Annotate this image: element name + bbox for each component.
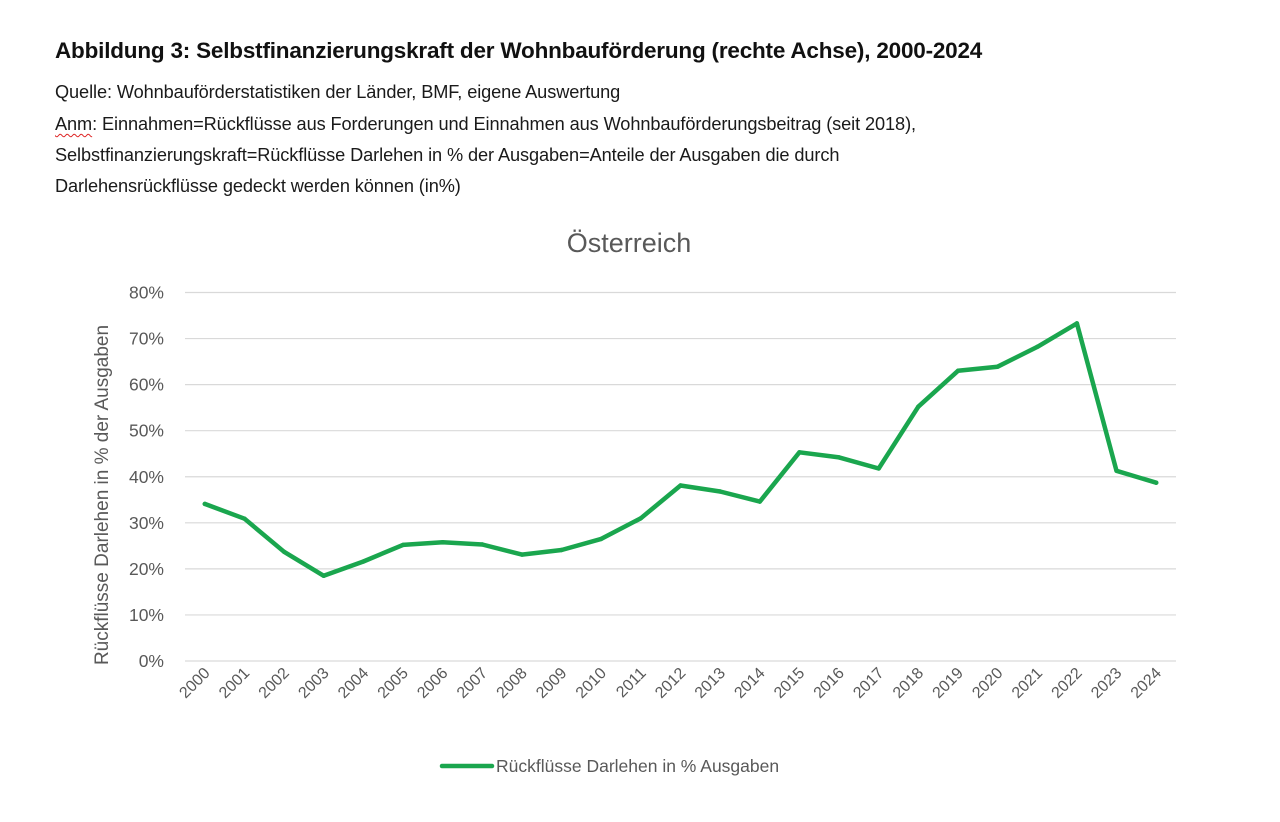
x-tick-label: 2008 bbox=[494, 665, 531, 702]
x-axis-ticks: 2000 2001 2002 2003 2004 2005 2006 2007 2008 2009… bbox=[176, 665, 1165, 702]
y-tick-label: 80% bbox=[129, 283, 164, 303]
y-tick-label: 10% bbox=[129, 605, 164, 625]
data-point bbox=[440, 539, 445, 545]
y-tick-label: 20% bbox=[129, 559, 164, 579]
legend-label: Rückflüsse Darlehen in % Ausgaben bbox=[496, 756, 779, 776]
data-point bbox=[797, 450, 802, 455]
data-point bbox=[400, 542, 406, 548]
x-tick-label: 2005 bbox=[375, 665, 412, 702]
data-point bbox=[242, 516, 247, 521]
x-tick-label: 2014 bbox=[731, 665, 768, 702]
data-point bbox=[678, 483, 683, 488]
gridlines bbox=[185, 291, 1176, 662]
x-tick-label: 2024 bbox=[1128, 665, 1165, 702]
x-tick-label: 2006 bbox=[414, 665, 451, 702]
data-point bbox=[1153, 480, 1159, 485]
data-point bbox=[836, 455, 842, 460]
data-point bbox=[559, 547, 564, 553]
data-point bbox=[281, 549, 287, 555]
x-tick-label: 2012 bbox=[652, 665, 689, 702]
x-tick-label: 2010 bbox=[573, 665, 610, 702]
figure-note-line-1: Anm: Einnahmen=Rückflüsse aus Forderunge… bbox=[55, 114, 916, 135]
x-tick-label: 2018 bbox=[890, 665, 927, 702]
data-point bbox=[717, 489, 723, 494]
x-tick-label: 2019 bbox=[930, 665, 967, 702]
series-group bbox=[202, 321, 1159, 579]
x-tick-label: 2023 bbox=[1088, 665, 1125, 702]
data-point bbox=[480, 542, 485, 547]
figure-note-line-3: Darlehensrückflüsse gedeckt werden könne… bbox=[55, 176, 461, 196]
x-tick-label: 2000 bbox=[176, 665, 213, 702]
x-tick-label: 2016 bbox=[811, 665, 848, 702]
x-tick-label: 2004 bbox=[335, 665, 372, 702]
x-tick-label: 2021 bbox=[1009, 665, 1046, 702]
y-axis-ticks: 0% 10% 20% 30% 40% 50% 60% 70% 80% bbox=[129, 283, 164, 672]
spellcheck-underlined-word: Anm bbox=[55, 114, 93, 134]
x-tick-label: 2011 bbox=[613, 665, 649, 701]
figure-note-line-1-text: : Einnahmen=Rückflüsse aus Forderungen u… bbox=[92, 114, 916, 134]
data-point bbox=[1035, 344, 1040, 350]
x-tick-label: 2007 bbox=[454, 665, 491, 702]
y-tick-label: 0% bbox=[139, 651, 164, 671]
y-tick-label: 70% bbox=[129, 329, 164, 349]
legend: Rückflüsse Darlehen in % Ausgaben bbox=[439, 756, 779, 776]
y-tick-label: 40% bbox=[129, 467, 164, 487]
y-tick-label: 30% bbox=[129, 513, 164, 533]
data-point bbox=[599, 536, 604, 542]
data-point bbox=[916, 404, 921, 409]
y-tick-label: 50% bbox=[129, 421, 164, 441]
figure-title: Abbildung 3: Selbstfinanzierungskraft de… bbox=[55, 38, 983, 63]
x-tick-label: 2015 bbox=[771, 665, 808, 702]
data-point bbox=[1074, 321, 1080, 326]
y-axis-label: Rückflüsse Darlehen in % der Ausgaben bbox=[92, 325, 113, 665]
data-point bbox=[202, 501, 208, 507]
x-tick-label: 2022 bbox=[1049, 665, 1086, 702]
figure-note-line-2: Selbstfinanzierungskraft=Rückflüsse Darl… bbox=[55, 145, 840, 165]
data-point bbox=[876, 466, 881, 471]
x-tick-label: 2009 bbox=[533, 665, 570, 702]
data-point bbox=[955, 368, 961, 374]
data-point bbox=[1114, 468, 1119, 473]
x-tick-label: 2001 bbox=[216, 665, 253, 702]
data-point bbox=[519, 552, 525, 557]
y-tick-label: 60% bbox=[129, 375, 164, 395]
x-tick-label: 2003 bbox=[295, 665, 332, 702]
x-tick-label: 2002 bbox=[256, 665, 293, 702]
series-line bbox=[202, 321, 1159, 579]
x-tick-label: 2020 bbox=[969, 665, 1006, 702]
data-point bbox=[321, 573, 326, 578]
x-tick-label: 2017 bbox=[850, 665, 887, 702]
x-tick-label: 2013 bbox=[692, 665, 729, 702]
data-point bbox=[361, 559, 366, 564]
figure-source: Quelle: Wohnbauförderstatistiken der Län… bbox=[55, 82, 621, 102]
data-point bbox=[995, 364, 1000, 369]
data-point bbox=[638, 516, 644, 521]
data-point bbox=[757, 499, 762, 504]
chart-title: Österreich bbox=[567, 228, 692, 258]
